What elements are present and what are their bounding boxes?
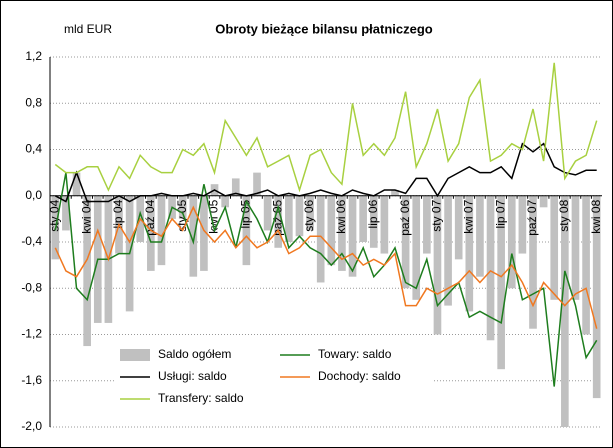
bar	[274, 195, 283, 248]
x-tick-label: sty 08	[557, 199, 571, 231]
bar	[529, 195, 537, 329]
legend-label: Usługi: saldo	[158, 369, 227, 383]
y-tick-label: 0,4	[25, 142, 42, 156]
x-tick-label: paź 07	[525, 199, 539, 235]
bar	[486, 195, 495, 341]
bar	[327, 195, 336, 266]
x-tick-label: paź 05	[270, 199, 284, 235]
bar	[348, 195, 357, 277]
bar	[380, 195, 389, 254]
y-axis-label: mld EUR	[64, 22, 112, 36]
x-tick-label: sty 06	[302, 199, 316, 231]
x-tick-label: lip 07	[493, 199, 507, 228]
line	[54, 142, 597, 203]
bar	[476, 195, 484, 277]
bar	[200, 195, 208, 271]
y-tick-label: 1,2	[25, 49, 42, 63]
bar	[561, 195, 569, 427]
bar	[157, 195, 166, 266]
bar	[497, 195, 505, 370]
legend-label: Saldo ogółem	[158, 347, 231, 361]
bar	[369, 195, 378, 248]
bar	[221, 195, 229, 208]
bar	[83, 195, 91, 347]
y-tick-label: 0,8	[25, 95, 42, 109]
x-tick-label: sty 04	[47, 199, 61, 231]
bar	[571, 195, 580, 300]
bar	[189, 195, 198, 277]
line	[54, 172, 598, 387]
bar	[263, 195, 272, 231]
bar	[412, 195, 421, 300]
x-tick-label: kwi 06	[334, 199, 348, 233]
bar	[306, 195, 314, 231]
legend-label: Dochody: saldo	[318, 369, 401, 383]
bar	[507, 195, 516, 289]
chart-title: Obroty bieżące bilansu płatniczego	[215, 21, 432, 36]
bar	[518, 195, 527, 254]
x-tick-label: sty 07	[430, 199, 444, 231]
bar	[338, 195, 346, 271]
x-tick-label: paź 06	[398, 199, 412, 235]
line	[54, 62, 598, 193]
x-tick-label: lip 06	[366, 199, 380, 228]
bar	[391, 189, 399, 196]
bar	[242, 195, 251, 266]
bar	[465, 195, 474, 312]
y-tick-label: -0,8	[21, 280, 42, 294]
y-tick-label: -2,0	[21, 419, 42, 433]
y-tick-label: -0,4	[21, 234, 42, 248]
bar	[423, 195, 431, 254]
y-tick-label: -1,6	[21, 373, 42, 387]
bar	[582, 195, 590, 335]
bar	[539, 195, 548, 208]
legend-swatch	[120, 349, 150, 361]
bar	[592, 195, 601, 399]
legend-label: Towary: saldo	[318, 347, 392, 361]
bar	[72, 172, 81, 196]
y-tick-label: 0,0	[25, 188, 42, 202]
x-tick-label: kwi 04	[79, 199, 93, 233]
x-tick-label: sty 05	[175, 199, 189, 231]
bar	[401, 195, 410, 289]
x-tick-label: lip 04	[111, 199, 125, 228]
legend-box	[114, 345, 434, 409]
bar	[444, 195, 452, 306]
bar	[359, 195, 367, 242]
bar	[550, 195, 559, 300]
bar	[295, 195, 304, 237]
bar	[285, 195, 293, 242]
legend-label: Transfery: saldo	[158, 391, 244, 405]
x-tick-label: kwi 07	[461, 199, 475, 233]
bar	[62, 195, 70, 231]
bar	[433, 195, 442, 335]
bar	[454, 195, 463, 260]
x-tick-label: kwi 08	[589, 199, 603, 233]
bar	[253, 172, 261, 196]
line	[54, 205, 598, 329]
bar	[178, 195, 187, 219]
bar	[316, 195, 325, 283]
bar	[147, 195, 155, 271]
y-tick-label: -1,2	[21, 327, 42, 341]
bar	[231, 178, 240, 196]
